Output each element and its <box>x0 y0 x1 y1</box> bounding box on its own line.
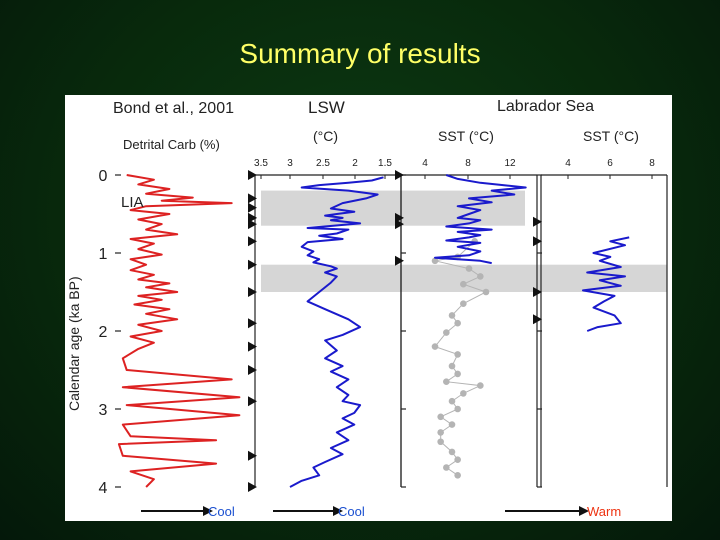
shaded-band-1 <box>261 190 525 226</box>
panel3-gray-point <box>448 362 456 370</box>
panel2-x-tick-label: 2 <box>352 158 358 169</box>
panel3-gray-point <box>431 343 439 350</box>
event-arrowhead <box>395 170 404 180</box>
event-arrowhead <box>533 216 542 227</box>
event-arrowhead <box>248 236 257 247</box>
event-arrowhead <box>248 259 257 270</box>
event-arrowhead <box>248 202 257 213</box>
panel3-gray-point <box>448 421 456 428</box>
panel3-gray-point <box>443 329 450 336</box>
event-arrowhead <box>395 255 404 266</box>
panel3-gray-point <box>448 312 456 319</box>
panel4-series-line <box>582 236 630 332</box>
panel3-header: Labrador Sea <box>497 98 594 115</box>
paleoclimate-figure: Bond et al., 2001 LSW Labrador Sea Detri… <box>65 95 672 521</box>
panel1-series-line <box>117 174 241 488</box>
panel3-gray-point <box>454 319 461 327</box>
y-tick-label: 0 <box>99 168 108 185</box>
panel3-gray-point <box>437 429 444 436</box>
panel3-gray-point <box>454 370 461 378</box>
panel3-gray-point <box>477 382 484 389</box>
event-arrowhead <box>248 219 257 230</box>
panel3-gray-point <box>443 464 450 471</box>
y-axis-label: Calendar age (ka BP) <box>66 276 82 411</box>
panel3-x-tick-label: 8 <box>465 158 471 169</box>
panel3-gray-point <box>437 438 444 446</box>
panel4-x-tick-label: 4 <box>565 158 571 169</box>
panel3-gray-point <box>460 300 467 307</box>
event-arrowhead <box>248 396 257 407</box>
panel3-x-tick-label: 4 <box>422 158 428 169</box>
panel3-gray-point <box>431 257 439 265</box>
panel2-x-tick-label: 1.5 <box>378 158 392 169</box>
panel3-gray-point <box>454 405 461 413</box>
panel1-arrow-label: Cool <box>208 504 235 519</box>
panel3-gray-point <box>465 265 473 272</box>
event-arrowhead <box>248 287 257 297</box>
panel2-header: LSW <box>308 98 345 117</box>
y-tick-label: 4 <box>99 480 108 497</box>
event-arrowhead <box>533 314 542 325</box>
panel3-gray-point <box>448 448 456 456</box>
direction-arrow-head <box>333 506 343 516</box>
event-arrowhead <box>248 318 257 329</box>
panel4-xlabel: SST (°C) <box>583 128 639 144</box>
event-arrowhead <box>248 341 257 352</box>
panel4-arrow-label: Warm <box>587 504 621 519</box>
chart-canvas: Bond et al., 2001 LSW Labrador Sea Detri… <box>66 98 668 519</box>
panel3-series-line <box>434 174 527 265</box>
lia-annotation: LIA <box>121 194 144 211</box>
event-arrowhead <box>248 450 257 461</box>
event-arrowhead <box>248 170 257 180</box>
event-arrowhead <box>248 365 257 375</box>
event-arrowhead <box>533 287 542 297</box>
event-arrowhead <box>248 482 257 492</box>
event-arrowhead <box>533 236 542 247</box>
direction-arrow-head <box>203 506 213 516</box>
panel3-xlabel: SST (°C) <box>438 128 494 144</box>
panel3-gray-point <box>460 280 467 288</box>
panel3-gray-point <box>437 413 444 421</box>
panel4-x-tick-label: 8 <box>649 158 655 169</box>
panel4-frame <box>540 174 668 487</box>
panel3-gray-point <box>482 288 490 296</box>
panel3-x-tick-label: 12 <box>504 158 516 169</box>
panel3-gray-series-line <box>434 240 488 476</box>
y-tick-label: 1 <box>99 246 108 263</box>
panel2-arrow-label: Cool <box>338 504 365 519</box>
panel2-x-tick-label: 3 <box>287 158 293 169</box>
panel3-gray-point <box>477 273 484 280</box>
event-arrowhead <box>395 219 404 230</box>
event-arrowhead <box>248 193 257 204</box>
y-tick-label: 3 <box>99 402 108 419</box>
panel3-gray-point <box>460 390 467 397</box>
y-tick-label: 2 <box>99 324 108 341</box>
panel1-xlabel: Detrital Carb (%) <box>123 137 220 152</box>
panel3-gray-point <box>454 472 461 479</box>
panel2-xlabel: (°C) <box>313 128 338 144</box>
panel4-x-tick-label: 6 <box>607 158 613 169</box>
panel3-gray-point <box>454 351 461 358</box>
slide-title: Summary of results <box>239 38 481 69</box>
panel2-series-line <box>289 176 384 488</box>
panel3-gray-point <box>454 456 461 464</box>
panel2-x-tick-label: 2.5 <box>316 158 330 169</box>
panel3-gray-point <box>443 378 450 386</box>
panel3-gray-point <box>448 397 456 405</box>
direction-arrow-head <box>579 506 589 516</box>
panel1-header: Bond et al., 2001 <box>113 100 234 117</box>
panel2-x-tick-label: 3.5 <box>254 158 268 169</box>
